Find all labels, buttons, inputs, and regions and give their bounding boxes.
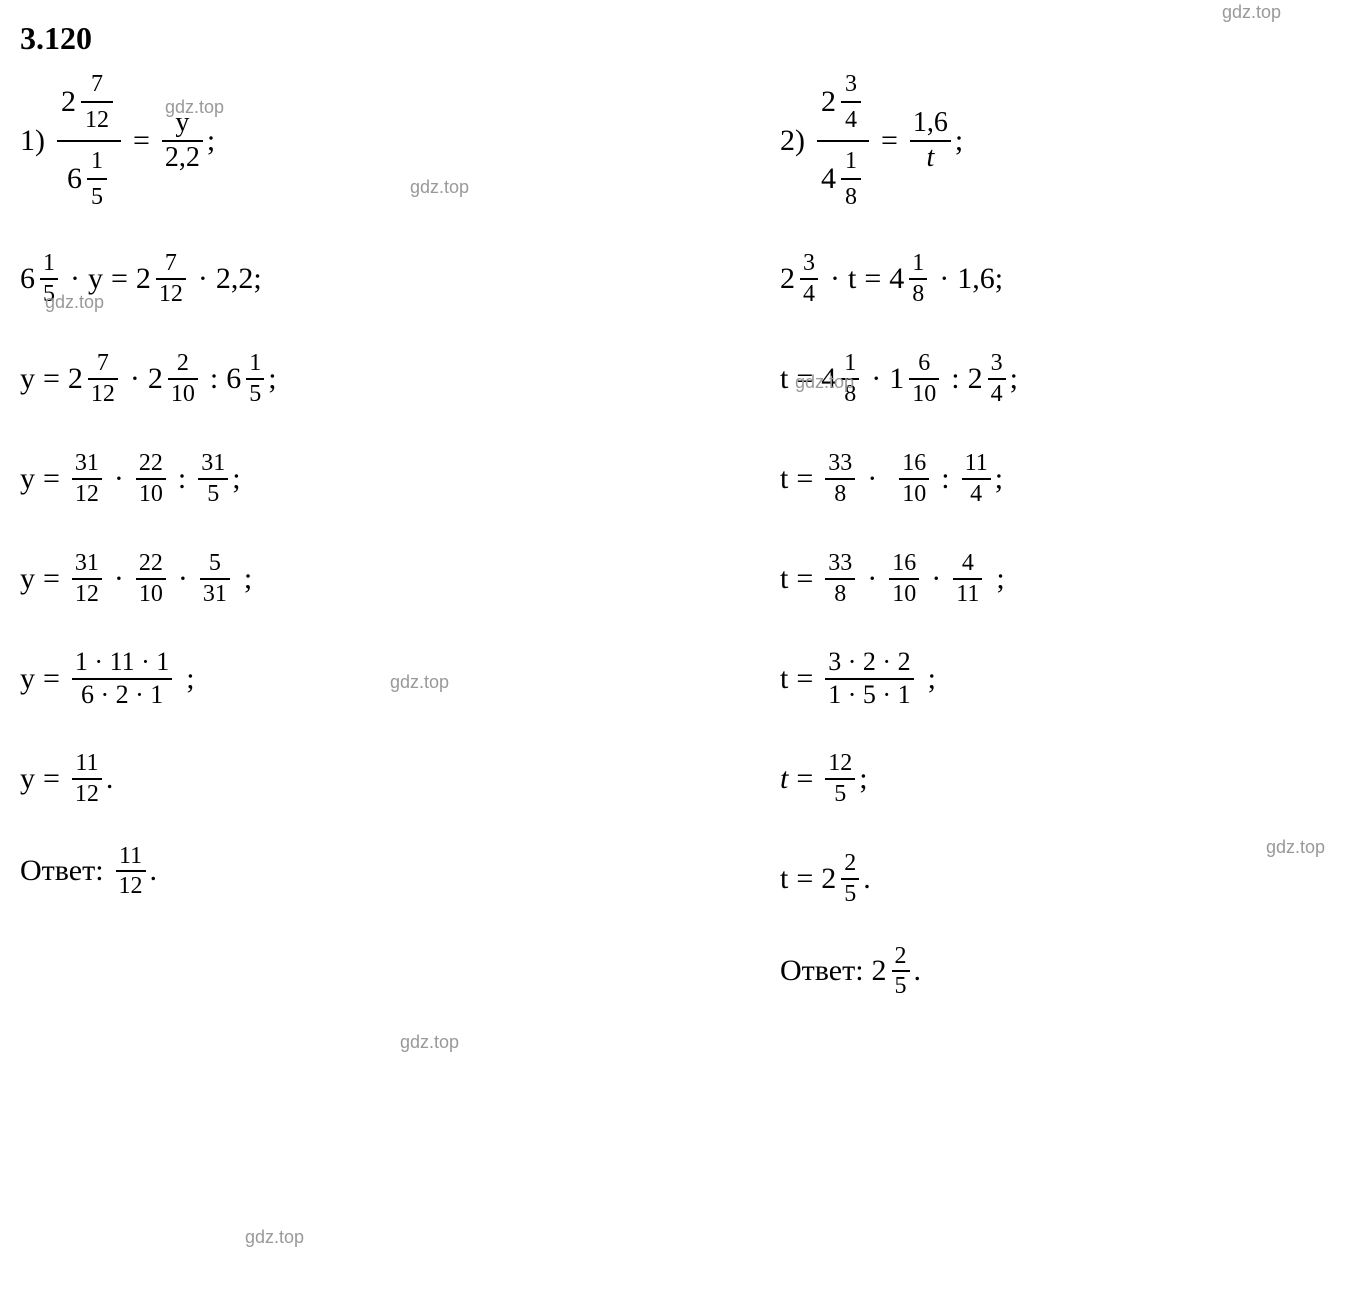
equation-row: t = 125 ; [780,743,1340,815]
equation-row: t = 338 · 1610 · 411 ; [780,543,1340,615]
fraction: 338 [825,550,855,607]
fraction: 1,6 t [910,108,951,174]
equals: = [796,662,813,696]
fraction: 1610 [899,450,929,507]
problem-1-column: gdz.top gdz.top gdz.top gdz.top gdz.top … [20,67,740,999]
dot-operator: · [198,262,208,296]
fraction: 1610 [889,550,919,607]
colon-operator: : [951,362,959,396]
answer-row: Ответ: 1112 . [20,843,740,900]
mixed-number: 2 712 [136,250,190,307]
answer-row: Ответ: 2 25 . [780,943,1340,1000]
answer-label: Ответ: [780,954,864,988]
fraction: 3112 [72,550,102,607]
watermark: gdz.top [165,97,224,118]
fraction: 531 [200,550,230,607]
equals: = [864,262,881,296]
mixed-number: 2 25 [872,943,914,1000]
watermark: gdz.top [45,292,104,313]
equals: = [796,762,813,796]
equation-row: t = 2 25 . [780,843,1340,915]
equation-row: y = 1 · 11 · 1 6 · 2 · 1 ; [20,643,740,715]
equals: = [43,362,60,396]
exercise-number: 3.120 [20,20,1341,57]
mixed-number: 2 210 [148,350,202,407]
fraction: 1 · 11 · 1 6 · 2 · 1 [72,648,172,709]
fraction: 3112 [72,450,102,507]
fraction: 338 [825,450,855,507]
equals: = [111,262,128,296]
equation-row: t = 3 · 2 · 2 1 · 5 · 1 ; [780,643,1340,715]
dot-operator: · [871,362,881,396]
mixed-number: 2 712 [68,350,122,407]
watermark: gdz.top [1266,837,1325,858]
equation-row: t = 338 · 1610 : 114 ; [780,443,1340,515]
watermark: gdz.top [400,1032,459,1053]
colon-operator: : [178,462,186,496]
mixed-number: 1 610 [889,350,943,407]
fraction: 125 [825,750,855,807]
equation-row: 1) 2 712 6 15 [20,67,740,215]
fraction: 315 [198,450,228,507]
dot-operator: · [130,362,140,396]
mixed-number: 2 25 [821,850,863,907]
equals: = [43,462,60,496]
dot-operator: · [830,262,840,296]
equals: = [796,562,813,596]
problem-label: 1) [20,124,45,158]
equals: = [43,662,60,696]
fraction: 2210 [136,550,166,607]
equals: = [43,562,60,596]
equation-row: 2) 2 34 4 18 [780,67,1340,215]
fraction: 114 [962,450,991,507]
mixed-number: 2 34 [968,350,1010,407]
fraction: 411 [953,550,982,607]
watermark: gdz.top [390,672,449,693]
columns: gdz.top gdz.top gdz.top gdz.top gdz.top … [20,67,1341,999]
fraction: 2210 [136,450,166,507]
equals: = [43,762,60,796]
watermark: gdz.top [1222,2,1281,23]
mixed-number: 2 34 [821,69,865,136]
dot-operator: · [939,262,949,296]
fraction: 1112 [116,843,146,900]
colon-operator: : [941,462,949,496]
equation-row: 2 34 · t = 4 18 · 1,6 ; [780,243,1340,315]
dot-operator: · [70,262,80,296]
equals: = [796,862,813,896]
problem-label: 2) [780,124,805,158]
mixed-number: 6 15 [67,146,111,213]
mixed-number: 4 18 [889,250,931,307]
watermark: gdz.top [795,372,854,393]
equation-row: y = 1112 . [20,743,740,815]
equation-row: t = 4 18 · 1 610 : 2 34 ; [780,343,1340,415]
colon-operator: : [210,362,218,396]
fraction: 3 · 2 · 2 1 · 5 · 1 [825,648,913,709]
equation-row: y = 3112 · 2210 · 531 ; [20,543,740,615]
fraction: 1112 [72,750,102,807]
equals: = [796,462,813,496]
problem-2-column: gdz.top gdz.top 2) 2 34 4 [780,67,1340,999]
equals: = [881,124,898,158]
watermark: gdz.top [245,1227,304,1248]
mixed-number: 2 712 [61,69,117,136]
watermark: gdz.top [410,177,469,198]
page-container: 3.120 gdz.top gdz.top gdz.top gdz.top gd… [20,20,1341,999]
equation-row: 6 15 · y = 2 712 · 2,2 ; [20,243,740,315]
dot-operator: · [114,562,124,596]
equation-row: y = 3112 · 2210 : 315 ; [20,443,740,515]
mixed-number: 4 18 [821,146,865,213]
dot-operator: · [931,562,941,596]
answer-label: Ответ: [20,854,104,888]
dot-operator: · [114,462,124,496]
equals: = [133,124,150,158]
dot-operator: · [178,562,188,596]
mixed-number: 2 34 [780,250,822,307]
equation-row: y = 2 712 · 2 210 : 6 15 ; [20,343,740,415]
dot-operator: · [867,462,877,496]
big-fraction: 2 34 4 18 [817,67,869,215]
dot-operator: · [867,562,877,596]
mixed-number: 6 15 [226,350,268,407]
big-fraction: 2 712 6 15 [57,67,121,215]
